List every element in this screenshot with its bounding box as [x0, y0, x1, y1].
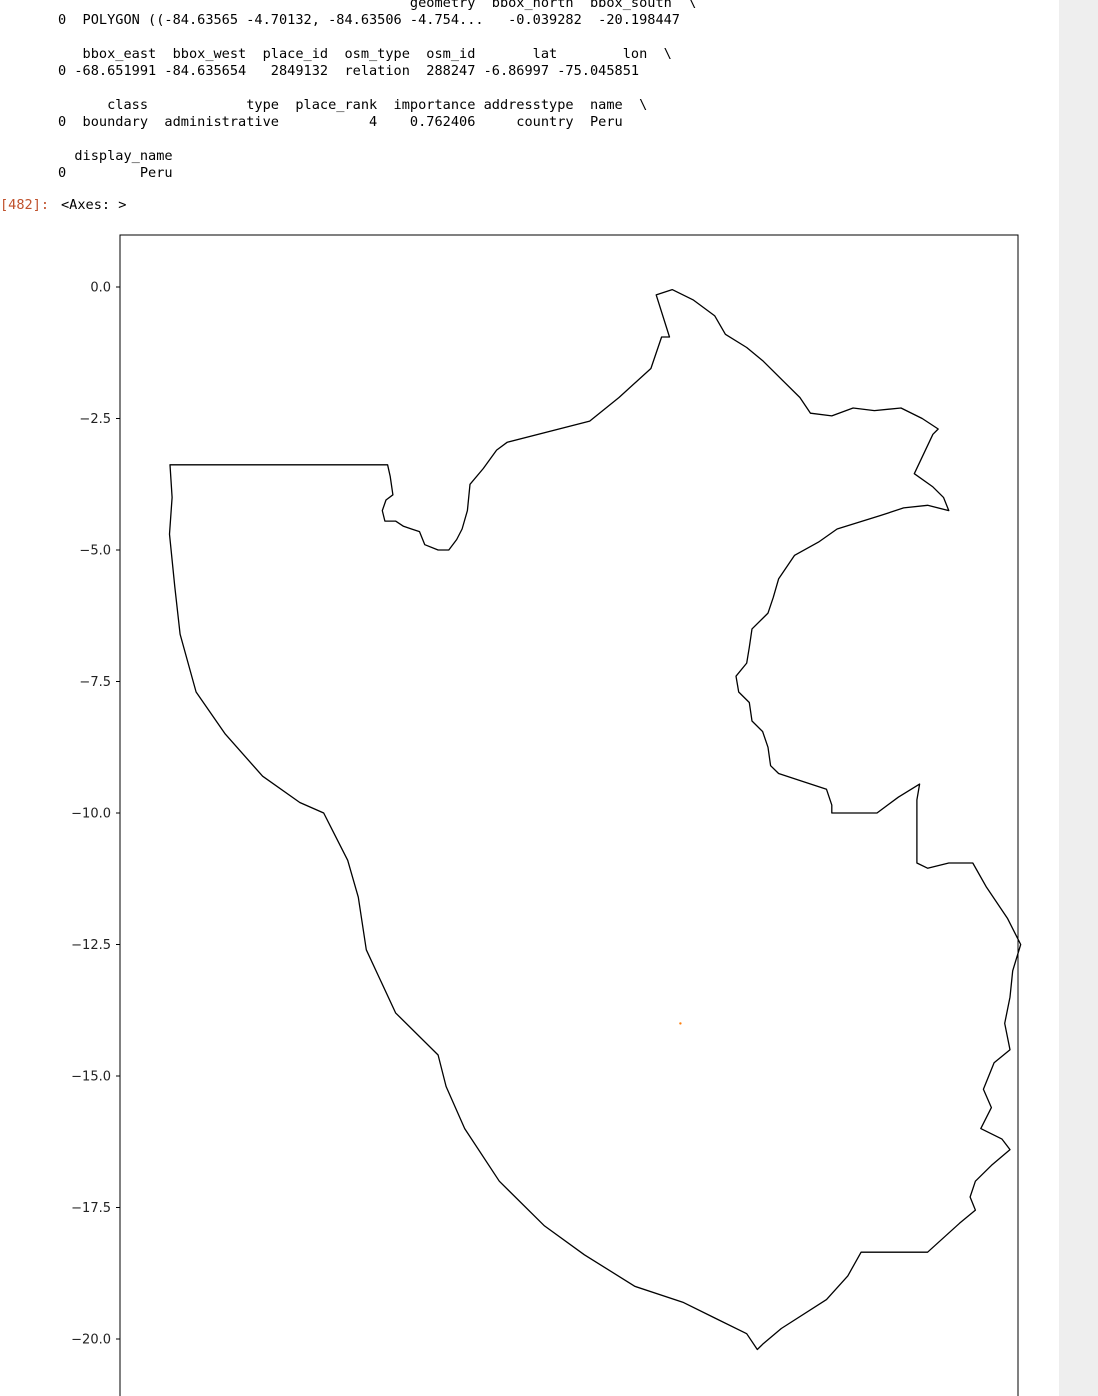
y-tick-label: −17.5: [71, 1201, 111, 1216]
data-point-marker: [679, 1022, 682, 1025]
output-text: <Axes: >: [61, 197, 127, 213]
dataframe-block-2-row: 0 -68.651991 -84.635654 2849132 relation…: [58, 63, 640, 79]
dataframe-block-2-header: bbox_east bbox_west place_id osm_type os…: [58, 46, 672, 62]
country-boundary: [168, 288, 1022, 1351]
dataframe-block-4-row: 0 Peru: [58, 165, 173, 181]
y-tick-label: −15.0: [71, 1070, 111, 1085]
dataframe-block-3-header: class type place_rank importance address…: [58, 97, 648, 113]
y-tick-label: −7.5: [79, 675, 111, 690]
y-tick-label: −2.5: [79, 412, 111, 427]
y-axis: 0.0 −2.5 −5.0 −7.5 −10.0 −12.5 −15.0 −17.5 −20.0: [71, 281, 120, 1348]
dataframe-block-3-row: 0 boundary administrative 4 0.762406 cou…: [58, 114, 623, 130]
dataframe-block-1-row: 0 POLYGON ((-84.63565 -4.70132, -84.6350…: [58, 12, 680, 28]
y-tick-label: −10.0: [71, 807, 111, 822]
y-tick-label: −20.0: [71, 1333, 111, 1348]
y-tick-label: 0.0: [90, 281, 111, 296]
dataframe-block-4-header: display_name: [58, 148, 173, 164]
dataframe-block-1-header: geometry bbox_north bbox_south \: [58, 0, 697, 11]
axes-frame: [119, 234, 1019, 1396]
execution-prompt: [482]:: [0, 197, 50, 213]
map-plot: 0.0 −2.5 −5.0 −7.5 −10.0 −12.5 −15.0 −17.5 −20.0: [71, 234, 1022, 1396]
notebook-cell-output: geometry bbox_north bbox_south \ 0 POLYG…: [0, 0, 1022, 1396]
scrollbar-track[interactable]: [1059, 0, 1098, 1396]
y-tick-label: −12.5: [71, 938, 111, 953]
y-tick-label: −5.0: [79, 544, 111, 559]
